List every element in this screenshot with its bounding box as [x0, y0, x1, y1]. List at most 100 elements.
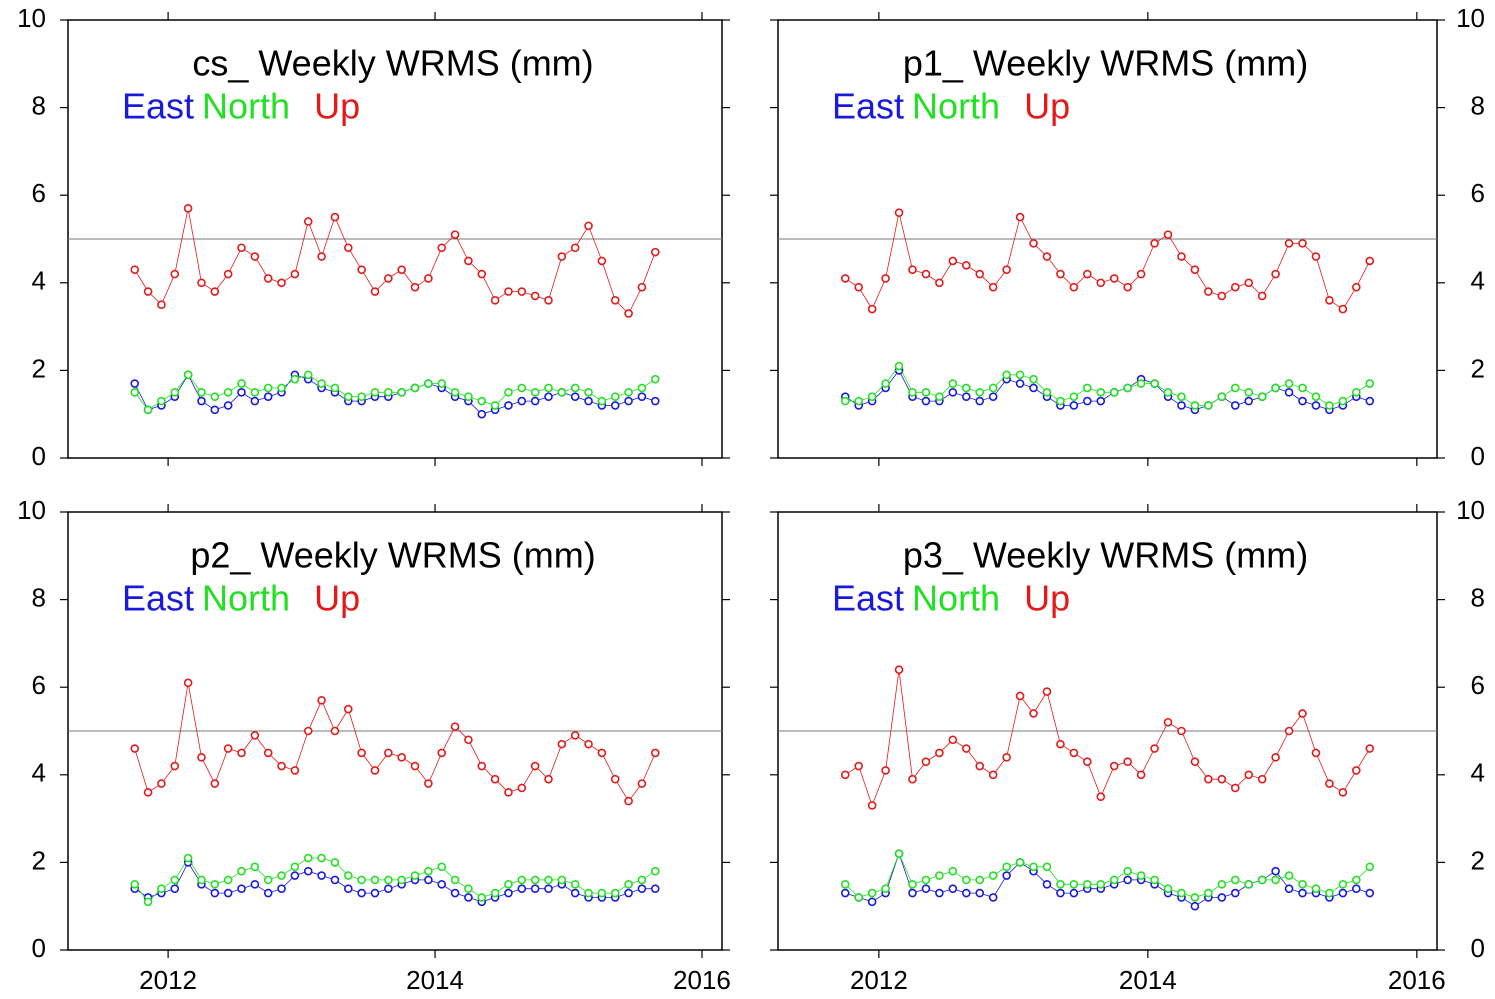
data-point	[1352, 884, 1361, 893]
data-point	[961, 744, 971, 753]
data-point	[343, 884, 353, 893]
data-point	[1271, 269, 1280, 279]
data-point	[1056, 269, 1065, 279]
data-point	[143, 897, 153, 907]
data-point	[223, 401, 233, 410]
data-point	[530, 387, 540, 397]
data-point	[650, 374, 660, 384]
legend-entry: East	[832, 86, 904, 127]
data-point	[490, 296, 500, 305]
data-point	[464, 256, 473, 266]
data-point	[948, 866, 958, 876]
data-point	[975, 269, 985, 279]
legend-entry: East	[832, 578, 904, 619]
data-point	[464, 735, 473, 745]
data-point	[610, 888, 620, 898]
data-point	[1150, 744, 1159, 753]
data-point	[397, 752, 406, 762]
data-point	[1298, 709, 1307, 718]
series-line	[134, 208, 656, 315]
data-point	[1190, 757, 1200, 766]
data-point	[1069, 282, 1079, 292]
series-line	[134, 682, 656, 802]
data-point	[1015, 212, 1025, 222]
data-point	[881, 379, 890, 388]
data-point	[908, 888, 917, 898]
data-point	[170, 387, 180, 397]
data-point	[1338, 304, 1348, 314]
data-point	[1150, 875, 1159, 885]
y-tick-label: 2	[32, 845, 46, 875]
data-point	[1177, 888, 1186, 898]
data-point	[290, 766, 300, 775]
data-point	[504, 401, 513, 410]
data-point	[854, 893, 863, 902]
data-point	[277, 871, 286, 880]
data-point	[624, 387, 633, 397]
data-point	[130, 387, 140, 397]
data-point	[517, 783, 527, 793]
data-point	[237, 748, 246, 758]
data-point	[437, 879, 447, 889]
data-point	[397, 265, 406, 274]
data-point	[637, 383, 647, 393]
data-point	[477, 893, 487, 902]
data-point	[637, 282, 647, 292]
data-point	[975, 396, 985, 406]
y-tick-label: 8	[32, 90, 46, 120]
data-point	[894, 208, 904, 218]
data-point	[183, 370, 193, 380]
data-point	[1311, 252, 1321, 261]
data-point	[210, 879, 220, 889]
data-point	[597, 256, 607, 266]
data-point	[650, 247, 660, 257]
data-point	[504, 387, 513, 397]
data-point	[330, 212, 340, 222]
data-point	[250, 252, 260, 261]
data-point	[1029, 709, 1038, 718]
data-point	[840, 770, 850, 780]
x-tick-label: 2014	[406, 965, 464, 995]
data-point	[410, 871, 420, 880]
data-point	[1284, 884, 1294, 893]
data-point	[1069, 748, 1079, 758]
y-tick-label: 6	[32, 670, 46, 700]
data-point	[1325, 888, 1334, 898]
data-point	[1042, 252, 1052, 261]
data-point	[557, 739, 567, 749]
data-point	[210, 287, 220, 296]
data-point	[517, 383, 527, 393]
data-point	[1190, 893, 1200, 902]
data-point	[1002, 370, 1011, 380]
data-point	[343, 392, 353, 401]
data-point	[517, 396, 527, 406]
data-point	[384, 875, 393, 885]
data-point	[410, 383, 420, 393]
data-point	[237, 866, 246, 876]
data-point	[1204, 401, 1213, 410]
data-point	[1042, 862, 1052, 872]
data-point	[867, 392, 877, 401]
data-point	[1230, 401, 1240, 410]
data-point	[948, 884, 958, 893]
data-point	[881, 274, 890, 283]
legend-entry: East	[122, 86, 194, 127]
data-point	[894, 849, 904, 858]
data-point	[948, 256, 958, 266]
data-point	[450, 888, 460, 898]
data-point	[584, 387, 593, 397]
legend-entry: Up	[1024, 578, 1070, 619]
data-point	[544, 884, 553, 893]
data-point	[1230, 383, 1240, 393]
data-point	[1190, 265, 1200, 274]
data-point	[250, 862, 260, 872]
data-point	[143, 287, 153, 296]
data-point	[1365, 888, 1375, 898]
data-point	[1230, 282, 1240, 292]
data-point	[935, 278, 944, 288]
data-point	[490, 401, 500, 410]
data-point	[517, 884, 527, 893]
data-point	[450, 230, 460, 239]
data-point	[1217, 291, 1227, 301]
